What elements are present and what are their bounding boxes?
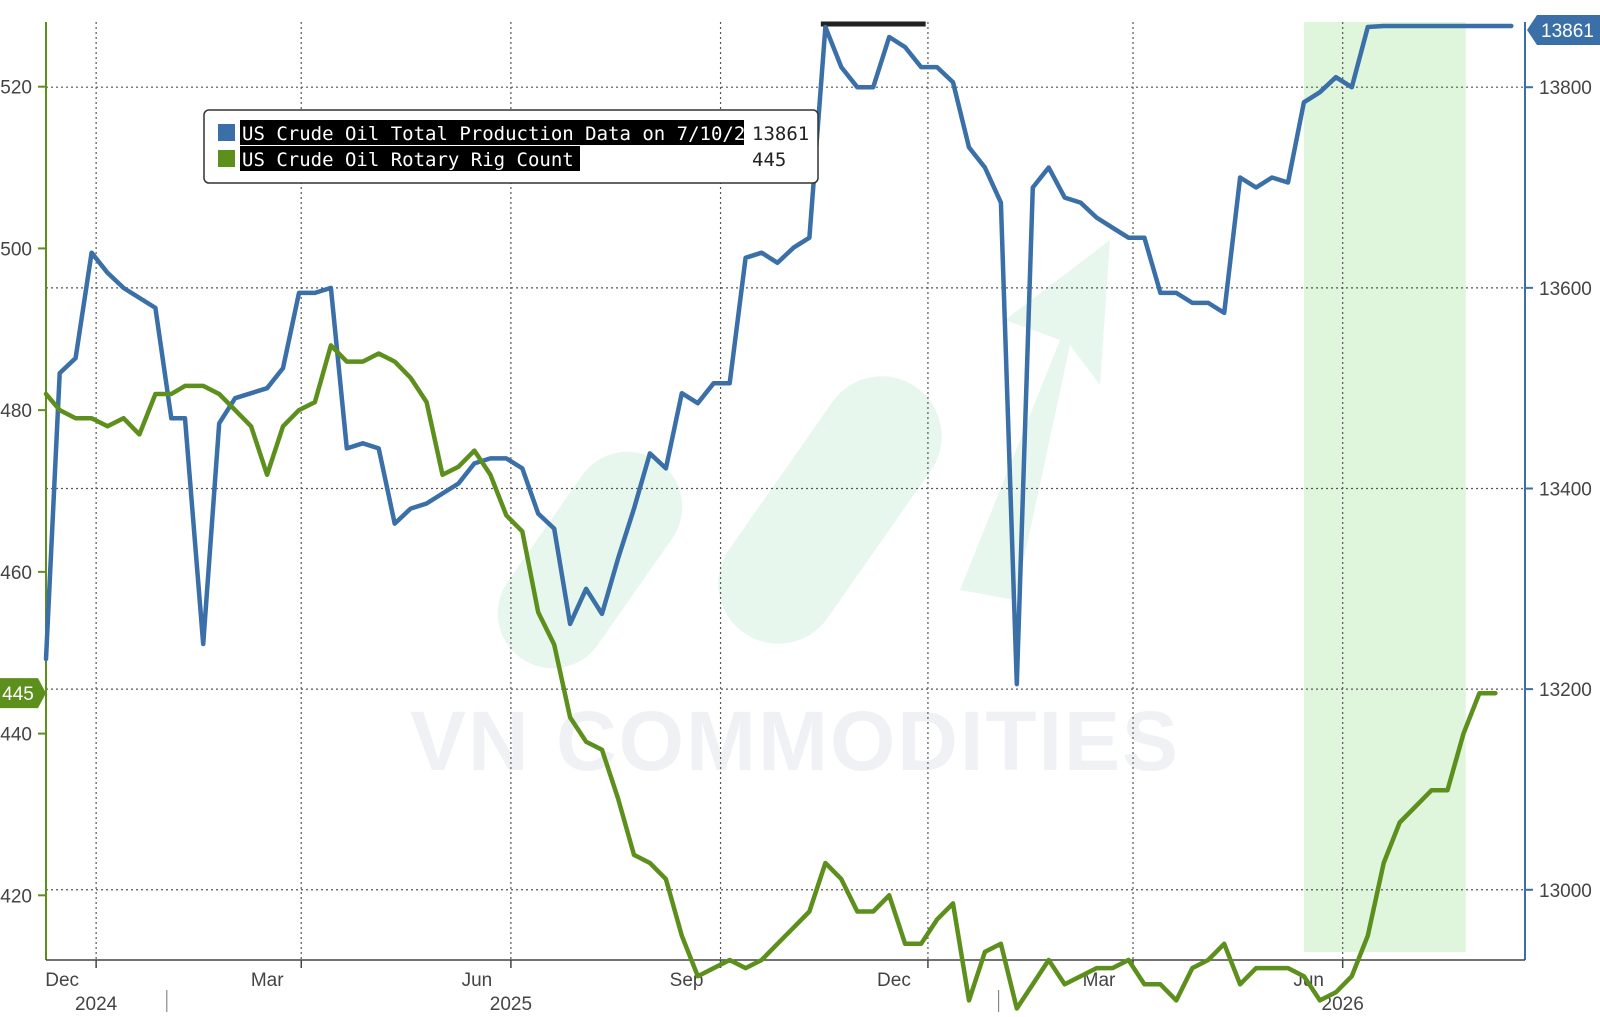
right-tick-label: 13600 xyxy=(1539,279,1592,300)
right-last-value-tag xyxy=(1527,15,1600,45)
left-tick-label: 420 xyxy=(0,886,32,907)
year-label: 2024 xyxy=(75,994,118,1012)
left-tick-label: 480 xyxy=(0,401,32,422)
left-tick-label: 520 xyxy=(0,78,32,99)
legend-label-rigs: US Crude Oil Rotary Rig Count (L1) xyxy=(242,149,631,171)
watermark-arrow-shape xyxy=(960,240,1110,600)
right-tick-label: 13200 xyxy=(1539,680,1592,701)
legend-label-production: US Crude Oil Total Production Data on 7/… xyxy=(242,123,814,145)
x-tick-label: Mar xyxy=(251,970,284,991)
legend: US Crude Oil Total Production Data on 7/… xyxy=(203,109,819,184)
legend-label-bg-rigs xyxy=(240,146,580,171)
legend-swatch-production xyxy=(218,124,235,141)
left-last-value-tag xyxy=(0,678,46,709)
watermark-text: VN COMMODITIES xyxy=(410,694,1180,788)
series-line-rigs xyxy=(43,343,1498,1011)
series-line-production xyxy=(43,23,1514,687)
legend-swatch-rigs xyxy=(218,150,235,167)
x-tick-label: Dec xyxy=(45,970,79,991)
x-tick-label: Jun xyxy=(462,970,493,991)
right-tick-label: 13800 xyxy=(1539,78,1592,99)
left-tick-label: 440 xyxy=(0,725,32,746)
right-tick-label: 13000 xyxy=(1539,881,1592,902)
legend-label-bg-production xyxy=(240,120,744,145)
year-label: 2025 xyxy=(490,994,532,1012)
legend-value-production: 13861 xyxy=(752,123,809,145)
highlight-band-layer xyxy=(1303,22,1466,952)
axes-layer: 520 500 480 460 440 420 13800 13600 13400 13200 13… xyxy=(0,15,1600,1015)
right-tick-label: 13400 xyxy=(1539,479,1592,500)
legend-value-rigs: 445 xyxy=(752,149,786,171)
x-tick-label: Mar xyxy=(1083,970,1116,991)
left-tick-label: 500 xyxy=(0,239,32,260)
highlight-band xyxy=(1303,22,1466,952)
x-tick-label: Sep xyxy=(670,970,704,991)
watermark-bar-right xyxy=(718,376,942,644)
left-last-value-label: 445 xyxy=(2,684,34,705)
right-last-value-label: 13861 xyxy=(1541,21,1594,42)
left-tick-label: 460 xyxy=(0,563,32,584)
series-layer xyxy=(43,23,1514,1011)
x-tick-label: Dec xyxy=(877,970,911,991)
year-label: 2026 xyxy=(1322,994,1364,1012)
